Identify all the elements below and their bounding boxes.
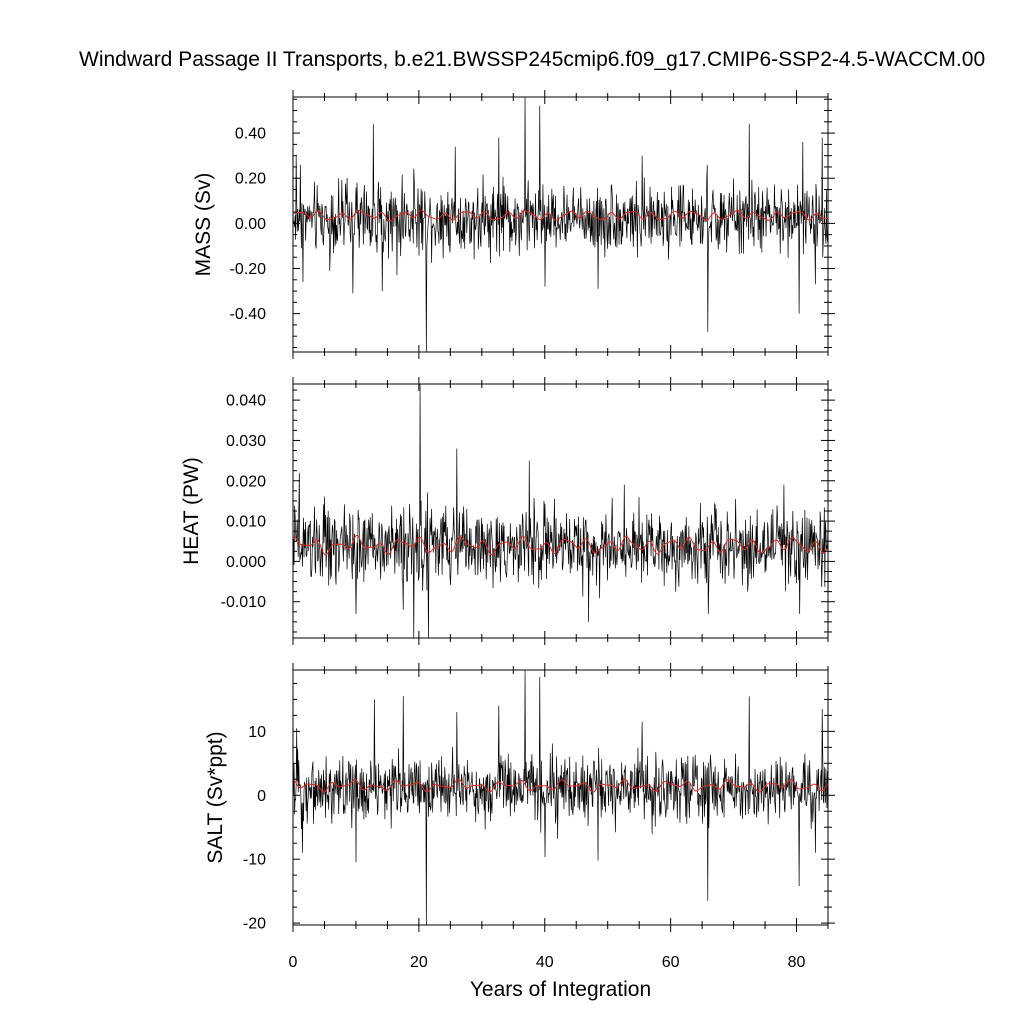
chart-panel-top: -0.40 -0.20 0.00 0.20 0.40 MASS (Sv) <box>192 90 835 359</box>
x-tick-label: 80 <box>788 954 806 971</box>
chart-title: Windward Passage II Transports, b.e21.BW… <box>79 48 985 71</box>
y-tick-label: 0 <box>257 788 266 805</box>
panels-group: -0.40 -0.20 0.00 0.20 0.40 MASS (Sv) -0.010 0.0… <box>180 90 835 1001</box>
chart-panel-bottom: -20 -10 0 10 SALT (Sv*ppt) 0 20 40 60 80 Years of … <box>204 663 835 1001</box>
y-tick-label: 10 <box>248 724 266 741</box>
y-tick-label: -0.40 <box>230 306 267 323</box>
plot-frame-top <box>292 96 829 353</box>
smoothed-series-line-top <box>293 209 828 222</box>
y-tick-label: 0.040 <box>226 393 266 410</box>
raw-series-line-top <box>293 97 828 352</box>
y-tick-label: 0.00 <box>235 216 266 233</box>
y-tick-label: -20 <box>243 916 266 933</box>
y-tick-label: 0.40 <box>235 126 266 143</box>
x-tick-label: 40 <box>536 954 554 971</box>
x-tick-label: 0 <box>289 954 298 971</box>
x-tick-label: 20 <box>410 954 428 971</box>
y-tick-label: -10 <box>243 852 266 869</box>
y-axis-label: MASS (Sv) <box>192 173 215 277</box>
chart-panel-middle: -0.010 0.000 0.010 0.020 0.030 0.040 HEAT (PW) <box>180 377 835 645</box>
y-tick-label: -0.010 <box>221 594 266 611</box>
y-axis-label: HEAT (PW) <box>180 457 203 565</box>
plot-frame-middle <box>292 383 829 639</box>
y-tick-label: -0.20 <box>230 261 267 278</box>
raw-series-line-bottom <box>293 670 828 925</box>
y-tick-label: 0.010 <box>226 514 266 531</box>
smoothed-series-line-bottom <box>293 778 828 793</box>
x-tick-label: 60 <box>662 954 680 971</box>
smoothed-series-line-middle <box>293 534 828 556</box>
y-tick-label: 0.030 <box>226 433 266 450</box>
x-axis-label: Years of Integration <box>470 978 651 1001</box>
y-axis-label: SALT (Sv*ppt) <box>204 731 227 863</box>
plot-frame-bottom <box>292 669 829 926</box>
raw-series-line-middle <box>293 384 828 638</box>
y-tick-label: 0.020 <box>226 473 266 490</box>
y-tick-label: 0.000 <box>226 554 266 571</box>
y-tick-label: 0.20 <box>235 171 266 188</box>
